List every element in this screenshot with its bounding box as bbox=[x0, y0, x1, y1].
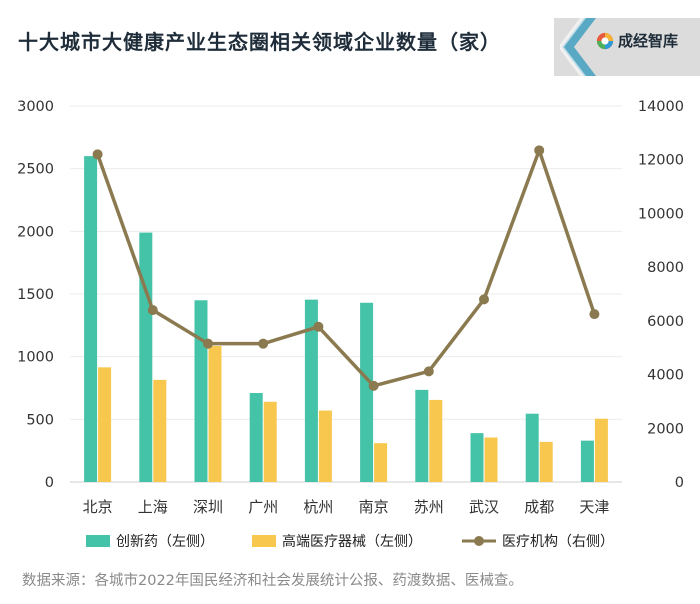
line-point-medical-institution bbox=[147, 305, 158, 316]
right-axis-tick-label: 14000 bbox=[638, 99, 684, 115]
line-point-medical-institution bbox=[589, 309, 600, 320]
left-axis-tick-label: 2000 bbox=[17, 224, 54, 240]
legend-item-medical-device: 高端医疗器械（左侧） bbox=[252, 531, 422, 551]
bar-medical-device bbox=[594, 418, 608, 482]
bar-medical-device bbox=[153, 379, 167, 482]
left-axis-tick-label: 2500 bbox=[17, 162, 54, 178]
line-point-medical-institution bbox=[258, 338, 269, 349]
right-axis-tick-label: 6000 bbox=[647, 314, 684, 330]
bar-innovative-drug bbox=[470, 433, 484, 482]
legend-item-medical-institution: 医疗机构（右侧） bbox=[462, 531, 614, 551]
bar-medical-device bbox=[374, 443, 388, 482]
x-axis-tick-label: 苏州 bbox=[414, 498, 444, 516]
line-point-medical-institution bbox=[479, 294, 489, 305]
line-medical-institution bbox=[95, 148, 597, 388]
x-axis-tick-label: 深圳 bbox=[193, 498, 223, 516]
x-axis-tick-label: 武汉 bbox=[469, 498, 499, 516]
legend-swatch bbox=[252, 535, 276, 547]
bar-medical-device bbox=[318, 410, 332, 482]
chevron-left-icon bbox=[560, 18, 596, 76]
line-point-medical-institution bbox=[203, 338, 213, 349]
x-axis-tick-label: 北京 bbox=[83, 498, 113, 516]
line-point-medical-institution bbox=[313, 321, 324, 332]
x-axis-tick-label: 广州 bbox=[248, 498, 278, 516]
brand-name: 成经智库 bbox=[618, 32, 679, 50]
cheng-jing-logo-icon bbox=[596, 32, 614, 49]
x-axis-tick-label: 成都 bbox=[524, 498, 554, 516]
legend-label: 高端医疗器械（左侧） bbox=[282, 534, 422, 550]
x-axis-tick-label: 上海 bbox=[138, 498, 168, 516]
legend-item-innovative-drug: 创新药（左侧） bbox=[86, 531, 214, 551]
right-axis-tick-label: 12000 bbox=[638, 153, 684, 169]
bar-medical-device bbox=[263, 401, 277, 482]
bar-innovative-drug bbox=[249, 393, 263, 482]
bar-innovative-drug bbox=[84, 156, 98, 482]
left-axis-tick-label: 1500 bbox=[17, 287, 54, 303]
bar-medical-device bbox=[539, 441, 553, 482]
combo-chart: 0 500 1000 1500 2000 2500 3000 0 2000 4000 6000 800… bbox=[17, 99, 684, 516]
bar-medical-device bbox=[98, 367, 112, 482]
bar-medical-device bbox=[208, 346, 222, 482]
line-point-medical-institution bbox=[92, 149, 103, 160]
line-point-medical-institution bbox=[534, 145, 545, 156]
x-axis-tick-label: 杭州 bbox=[303, 498, 333, 516]
bar-innovative-drug bbox=[304, 299, 318, 482]
bar-innovative-drug bbox=[415, 389, 429, 482]
chart-title: 十大城市大健康产业生态圈相关领域企业数量（家） bbox=[18, 30, 501, 54]
bar-innovative-drug bbox=[525, 413, 539, 482]
right-axis-tick-label: 0 bbox=[675, 475, 684, 491]
x-axis-tick-label: 天津 bbox=[579, 498, 609, 516]
legend-line-swatch bbox=[462, 536, 496, 546]
right-axis-tick-label: 10000 bbox=[638, 206, 684, 222]
line-point-medical-institution bbox=[368, 380, 379, 391]
bar-medical-device bbox=[429, 399, 443, 482]
legend-swatch bbox=[86, 535, 110, 547]
left-axis-tick-label: 500 bbox=[26, 412, 54, 428]
right-axis-tick-label: 8000 bbox=[647, 260, 684, 276]
left-axis-tick-label: 0 bbox=[45, 475, 54, 491]
line-point-medical-institution bbox=[423, 366, 434, 377]
bar-innovative-drug bbox=[360, 302, 374, 482]
x-axis-tick-label: 南京 bbox=[359, 498, 389, 516]
legend: 创新药（左侧） 高端医疗器械（左侧） 医疗机构（右侧） bbox=[0, 531, 700, 553]
bar-innovative-drug bbox=[194, 300, 208, 482]
left-axis-tick-label: 3000 bbox=[17, 99, 54, 115]
bar-medical-device bbox=[484, 437, 498, 482]
bar-innovative-drug bbox=[139, 232, 153, 482]
bar-innovative-drug bbox=[580, 440, 594, 482]
legend-label: 创新药（左侧） bbox=[116, 534, 214, 550]
data-source-note: 数据来源：各城市2022年国民经济和社会发展统计公报、药渡数据、医械查。 bbox=[22, 573, 523, 589]
left-axis-tick-label: 1000 bbox=[17, 350, 54, 366]
right-axis-tick-label: 4000 bbox=[647, 368, 684, 384]
right-axis-tick-label: 2000 bbox=[647, 421, 684, 437]
brand: 成经智库 bbox=[596, 30, 678, 51]
legend-label: 医疗机构（右侧） bbox=[502, 534, 614, 550]
